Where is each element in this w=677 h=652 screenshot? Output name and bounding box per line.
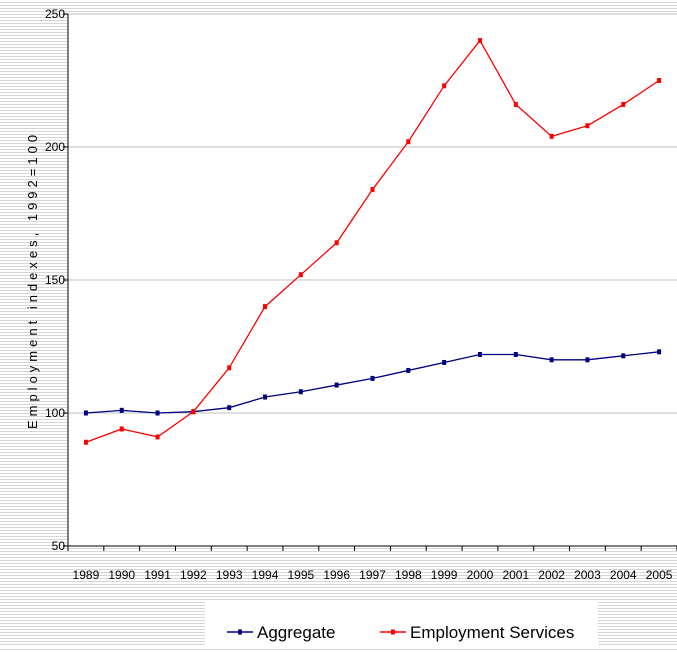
x-tick-label: 1995 bbox=[288, 568, 315, 582]
series-lines bbox=[83, 38, 662, 445]
data-point bbox=[621, 101, 626, 107]
data-point bbox=[477, 38, 482, 44]
axes bbox=[63, 13, 677, 551]
data-point bbox=[477, 351, 482, 357]
data-point bbox=[657, 78, 662, 83]
x-tick-label: 2000 bbox=[467, 568, 494, 582]
y-tick-label: 250 bbox=[45, 7, 65, 21]
data-point bbox=[227, 365, 232, 371]
x-tick-label: 2002 bbox=[538, 568, 565, 582]
data-point bbox=[83, 410, 88, 416]
x-tick-label: 2005 bbox=[646, 568, 673, 582]
data-point bbox=[406, 139, 411, 145]
data-point bbox=[442, 359, 447, 365]
data-point bbox=[155, 434, 160, 440]
data-point bbox=[549, 357, 554, 363]
data-point bbox=[263, 304, 268, 310]
data-point bbox=[227, 405, 232, 411]
data-point bbox=[298, 389, 303, 395]
data-point bbox=[263, 394, 268, 400]
x-tick-labels: 1989 1990 1991 1992 1993 1994 1995 1996 1997 1998… bbox=[73, 568, 673, 582]
data-point bbox=[83, 439, 88, 445]
data-point bbox=[442, 83, 447, 89]
y-tick-label: 50 bbox=[52, 539, 66, 553]
data-point bbox=[119, 426, 124, 432]
x-tick-label: 1989 bbox=[73, 568, 100, 582]
data-point bbox=[585, 357, 590, 363]
data-point bbox=[155, 410, 160, 416]
data-point bbox=[334, 382, 339, 388]
y-tick-label: 100 bbox=[45, 406, 65, 420]
data-point bbox=[549, 133, 554, 139]
data-point bbox=[119, 407, 124, 413]
data-point bbox=[334, 240, 339, 246]
data-point bbox=[370, 187, 375, 193]
legend-item: Aggregate bbox=[227, 623, 335, 642]
x-tick-label: 1997 bbox=[359, 568, 386, 582]
data-point bbox=[621, 353, 626, 359]
x-tick-label: 1999 bbox=[431, 568, 458, 582]
x-tick-label: 1992 bbox=[180, 568, 207, 582]
y-tick-labels: 50 100 150 200 250 bbox=[45, 7, 65, 553]
legend: Aggregate Employment Services bbox=[205, 600, 598, 647]
x-tick-label: 2003 bbox=[574, 568, 601, 582]
x-tick-label: 1993 bbox=[216, 568, 243, 582]
data-point bbox=[657, 349, 662, 355]
y-axis-label: Employment indexes, 1992=100 bbox=[25, 131, 40, 429]
data-point bbox=[585, 123, 590, 129]
data-point bbox=[298, 272, 303, 278]
legend-label: Employment Services bbox=[410, 623, 574, 642]
x-tick-label: 2004 bbox=[610, 568, 637, 582]
legend-item: Employment Services bbox=[380, 623, 574, 642]
x-tick-label: 2001 bbox=[502, 568, 529, 582]
x-tick-label: 1994 bbox=[252, 568, 279, 582]
y-tick-label: 200 bbox=[45, 140, 65, 154]
legend-swatch-marker bbox=[391, 629, 395, 635]
data-point bbox=[513, 101, 518, 107]
data-point bbox=[513, 351, 518, 357]
legend-swatch-marker bbox=[238, 629, 242, 635]
data-point bbox=[406, 367, 411, 373]
legend-label: Aggregate bbox=[257, 623, 335, 642]
x-tick-label: 1991 bbox=[144, 568, 171, 582]
y-tick-label: 150 bbox=[45, 273, 65, 287]
legend-box bbox=[205, 600, 598, 647]
data-point bbox=[370, 375, 375, 381]
data-point bbox=[191, 409, 196, 415]
x-tick-label: 1990 bbox=[108, 568, 135, 582]
x-tick-label: 1996 bbox=[323, 568, 350, 582]
x-tick-label: 1998 bbox=[395, 568, 422, 582]
